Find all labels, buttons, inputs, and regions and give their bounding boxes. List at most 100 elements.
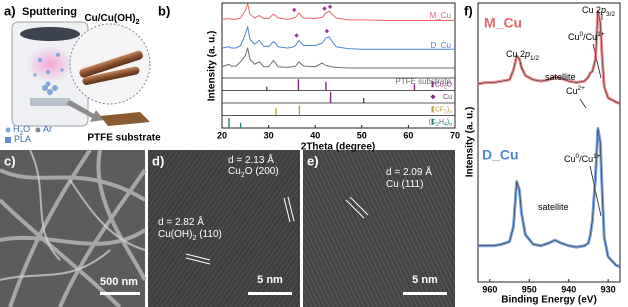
text-run: (CF: [432, 106, 444, 113]
panel-e: e) 5 nm: [303, 150, 455, 307]
plot-frame: [221, 2, 456, 129]
product-label: Cu/Cu(OH)2: [84, 13, 139, 27]
text-run: 2: [136, 17, 140, 26]
x-tick-label: 20: [217, 130, 227, 140]
text-run: /Cu: [583, 32, 597, 42]
fringe: [287, 196, 295, 222]
x-tick-label: 930: [601, 284, 616, 294]
annotation: Cu 2p3/2: [582, 5, 615, 18]
panel-label: e): [307, 153, 319, 168]
text-run: Cu: [443, 94, 452, 101]
annotation: Cu0/Cu1+: [564, 153, 601, 164]
reference-stick: [297, 79, 300, 91]
panel-label: a): [4, 3, 16, 18]
annotation: satellite: [538, 202, 569, 212]
text-run: n: [449, 110, 452, 116]
reference-stick: [325, 81, 327, 91]
annotation: Cu(OH)2 (110): [158, 229, 222, 243]
y-axis-label: Intensity (a. u.): [207, 31, 218, 102]
annotation: satellite: [545, 72, 576, 82]
reference-label: Cu2O: [435, 81, 453, 90]
plot-frame: [477, 2, 621, 283]
fringe: [349, 196, 369, 216]
annotation: Cu 2p1/2: [506, 49, 539, 62]
scale-bar: [100, 292, 140, 295]
annotation: Cu2+: [566, 85, 585, 96]
hrtem-image: [303, 150, 455, 307]
text-run: 2: [444, 110, 447, 116]
legend-square: [5, 137, 11, 143]
legend-bar: [431, 81, 434, 88]
text-run: ): [447, 119, 449, 126]
scale-label: 5 nm: [257, 274, 283, 286]
text-run: O (200): [245, 166, 279, 177]
legend-bar: [431, 118, 434, 125]
text-run: n: [449, 122, 452, 128]
text-run: Cu(OH): [158, 229, 192, 240]
legend-bar: [431, 106, 434, 113]
text-run: 2: [241, 170, 245, 179]
panel-c: c) 500 nm: [0, 148, 147, 307]
reference-stick: [228, 118, 230, 128]
x-tick-label: 950: [522, 284, 537, 294]
x-tick-label: 70: [450, 130, 460, 140]
text-run: H: [13, 124, 20, 134]
text-run: Cu 2: [506, 49, 525, 59]
diamond-marker: [292, 7, 297, 13]
reference-label: (CF2)n: [432, 106, 452, 115]
series-line: [221, 26, 455, 50]
diamond-marker: [430, 94, 436, 100]
panel-d: d) 5 nm: [148, 150, 300, 307]
text-run: Cu (111): [386, 179, 423, 190]
panel-label: d): [152, 153, 164, 168]
panel-label: c): [4, 153, 16, 168]
text-run: H: [439, 119, 444, 126]
fringe: [185, 257, 211, 265]
scale-bar: [403, 292, 447, 295]
text-run: Cu 2: [582, 5, 601, 15]
text-run: satellite: [545, 72, 576, 82]
text-run: Cu/Cu(OH): [84, 13, 135, 24]
x-axis-label: Binding Energy (eV): [501, 295, 597, 306]
hrtem-image: [148, 150, 300, 307]
text-run: (110): [196, 229, 221, 240]
text-run: satellite: [538, 202, 569, 212]
legend-dot: [35, 127, 41, 133]
text-run: PLA: [14, 134, 31, 144]
shade: [148, 150, 300, 307]
series-label: D_Cu: [431, 41, 451, 50]
text-run: 1+: [593, 153, 601, 160]
diamond-marker: [294, 33, 299, 38]
series-line: [221, 3, 455, 21]
fringe: [345, 199, 365, 219]
holder: [30, 98, 70, 106]
text-run: Ar: [43, 124, 52, 134]
reference-stick: [413, 84, 416, 91]
fit-line: [477, 11, 621, 104]
legend-label: PLA: [14, 134, 31, 144]
diamond-marker: [324, 28, 330, 34]
text-run: 1/2: [530, 55, 539, 62]
text-run: d = 2.13 Å: [228, 153, 274, 166]
panel-label: b): [158, 3, 170, 18]
series-label: M_Cu: [484, 15, 522, 31]
series-label: PTFE substrate: [395, 77, 451, 86]
reference-label: Cu: [443, 94, 452, 101]
text-run: 0: [580, 31, 584, 38]
annotation: d = 2.82 Å: [158, 215, 204, 228]
text-run: Cu: [564, 154, 576, 164]
reference-stick: [275, 108, 277, 116]
text-run: O: [23, 124, 30, 134]
text-run: 2: [444, 85, 447, 91]
target: [20, 27, 80, 41]
shade: [303, 150, 455, 307]
y-axis-label: Intensity (a. u.): [465, 107, 476, 178]
fibers: [0, 149, 146, 281]
text-run: Cu: [566, 86, 578, 96]
text-run: 4: [444, 122, 447, 128]
diamond-marker: [327, 4, 333, 9]
annotation: Cu0/Cu1+: [568, 31, 605, 42]
text-run: 2: [436, 122, 439, 128]
